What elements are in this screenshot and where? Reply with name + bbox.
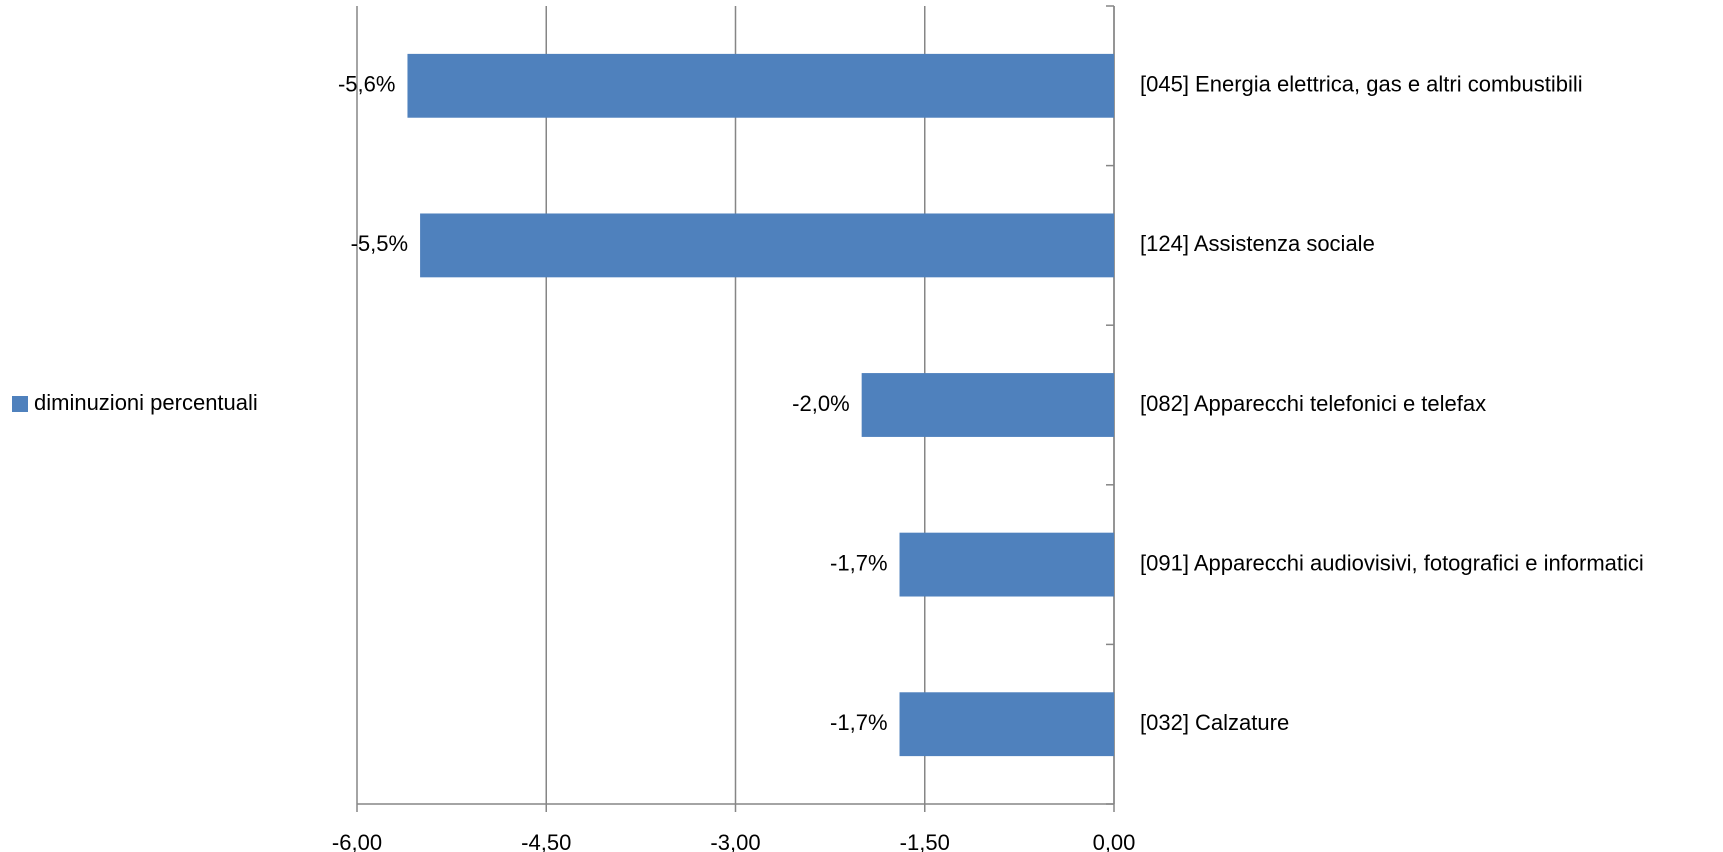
bar (899, 692, 1114, 757)
bar (420, 213, 1114, 278)
category-label: [082] Apparecchi telefonici e telefax (1140, 391, 1486, 416)
category-label: [091] Apparecchi audiovisivi, fotografic… (1140, 550, 1644, 575)
x-tick-label: -3,00 (710, 830, 760, 852)
legend-label: diminuzioni percentuali (34, 390, 258, 415)
data-label: -1,7% (830, 550, 887, 575)
data-label: -5,6% (338, 72, 395, 97)
x-tick-label: 0,00 (1093, 830, 1136, 852)
bar (407, 53, 1114, 118)
category-label: [124] Assistenza sociale (1140, 231, 1375, 256)
bar (861, 373, 1114, 437)
x-tick-label: -1,50 (900, 830, 950, 852)
bar (899, 532, 1114, 597)
data-label: -1,7% (830, 710, 887, 735)
x-tick-label: -6,00 (332, 830, 382, 852)
x-tick-label: -4,50 (521, 830, 571, 852)
category-label: [045] Energia elettrica, gas e altri com… (1140, 72, 1583, 97)
category-label: [032] Calzature (1140, 710, 1289, 735)
legend-swatch (12, 396, 28, 412)
data-label: -5,5% (351, 231, 408, 256)
data-label: -2,0% (792, 391, 849, 416)
